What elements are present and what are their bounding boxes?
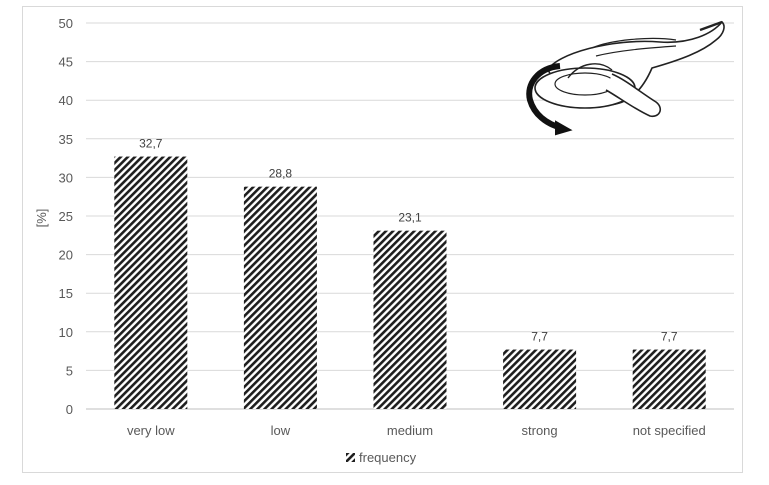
y-tick-label: 10 <box>59 325 73 340</box>
bar-low <box>243 186 317 409</box>
data-labels: 32,7 28,8 23,1 7,7 7,7 <box>139 137 678 344</box>
x-axis-ticks: very low low medium strong not specified <box>127 423 706 438</box>
y-tick-label: 40 <box>59 93 73 108</box>
bar-medium <box>373 230 447 409</box>
x-tick-label: medium <box>387 423 433 438</box>
data-label: 28,8 <box>269 167 293 181</box>
y-tick-label: 5 <box>66 363 73 378</box>
data-label: 7,7 <box>531 330 548 344</box>
x-tick-label: not specified <box>633 423 706 438</box>
y-tick-label: 20 <box>59 248 73 263</box>
y-tick-label: 45 <box>59 55 73 70</box>
data-label: 23,1 <box>398 211 422 225</box>
y-tick-label: 30 <box>59 170 73 185</box>
y-tick-label: 25 <box>59 209 73 224</box>
data-label: 7,7 <box>661 330 678 344</box>
y-tick-label: 50 <box>59 16 73 31</box>
legend: frequency <box>346 450 417 465</box>
data-label: 32,7 <box>139 137 163 151</box>
y-tick-label: 0 <box>66 402 73 417</box>
y-tick-label: 15 <box>59 286 73 301</box>
x-tick-label: very low <box>127 423 175 438</box>
x-tick-label: low <box>271 423 291 438</box>
y-axis-label: [%] <box>34 209 49 228</box>
bar-not-specified <box>632 349 706 409</box>
y-tick-label: 35 <box>59 132 73 147</box>
gridlines <box>86 22 734 410</box>
legend-label: frequency <box>359 450 417 465</box>
angle-grinder-icon <box>526 20 725 136</box>
y-axis-ticks: 0 5 10 15 20 25 30 35 40 45 50 <box>59 16 73 417</box>
x-tick-label: strong <box>522 423 558 438</box>
bar-very-low <box>114 156 188 409</box>
bars <box>114 156 706 409</box>
legend-swatch <box>346 453 355 462</box>
bar-strong <box>503 349 577 409</box>
